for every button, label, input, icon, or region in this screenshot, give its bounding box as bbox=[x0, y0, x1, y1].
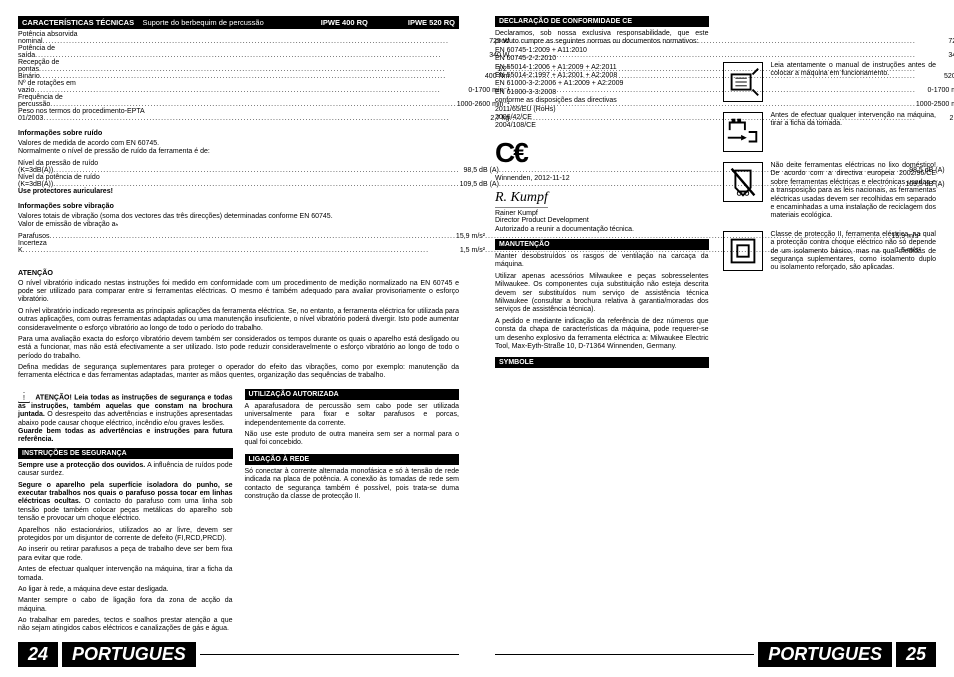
util-item: A aparafusadora de percussão sem cabo po… bbox=[245, 403, 460, 428]
util-bar: UTILIZAÇÃO AUTORIZADA bbox=[245, 389, 460, 400]
sig-auth: Autorizado a reunir a documentação técni… bbox=[495, 226, 709, 233]
noise-intro: Valores de medida de acordo com EN 60745… bbox=[18, 140, 459, 157]
spec-label: Parafusos bbox=[18, 233, 50, 240]
symbol-icon bbox=[723, 112, 763, 152]
sig-location: Winnenden, 2012-11-12 bbox=[495, 175, 709, 183]
page-number-left: 24 bbox=[18, 642, 58, 667]
symbol-text: Antes de efectuar qualquer intervenção n… bbox=[771, 112, 937, 129]
sym-bar: SYMBOLE bbox=[495, 357, 709, 368]
attention-para: O nível vibratório indicado nestas instr… bbox=[18, 280, 459, 305]
man-item: A pedido e mediante indicação da referên… bbox=[495, 318, 709, 352]
decl-bar: DECLARAÇÃO DE CONFORMIDADE CE bbox=[495, 16, 709, 27]
attention-para: O nível vibratório indicado representa a… bbox=[18, 308, 459, 333]
header-subtitle: Suporte do berbequim de percussão bbox=[142, 18, 263, 27]
safety-item: Aparelhos não estacionários, utilizados … bbox=[18, 527, 233, 544]
ce-mark: C€ bbox=[495, 137, 709, 169]
signature: R. Kumpf bbox=[495, 190, 548, 208]
footer-rule bbox=[200, 654, 459, 655]
man-item: Manter desobstruídos os rasgos de ventil… bbox=[495, 253, 709, 270]
safety-item: Ao trabalhar em paredes, tectos e soalho… bbox=[18, 617, 233, 634]
decl-text: Declaramos, sob nossa exclusiva responsa… bbox=[495, 30, 709, 131]
language-left: PORTUGUES bbox=[62, 642, 196, 667]
model-1: IPWE 400 RQ bbox=[321, 18, 368, 27]
header-title: CARACTERÍSTICAS TÉCNICAS bbox=[22, 18, 134, 27]
symbol-row: Antes de efectuar qualquer intervenção n… bbox=[723, 112, 937, 152]
man-bar: MANUTENÇÃO bbox=[495, 239, 709, 250]
footer-rule-r bbox=[495, 654, 754, 655]
safety-item: Manter sempre o cabo de ligação fora da … bbox=[18, 597, 233, 614]
symbol-text: Classe de protecção II, ferramenta eléct… bbox=[771, 231, 937, 273]
safety-item: Ao inserir ou retirar parafusos a peça d… bbox=[18, 546, 233, 563]
man-item: Utilizar apenas acessórios Milwaukee e p… bbox=[495, 273, 709, 315]
lig-bar: LIGAÇÃO À REDE bbox=[245, 454, 460, 465]
safety-bar: INSTRUÇÕES DE SEGURANÇA bbox=[18, 448, 233, 459]
safety-item: Ao ligar à rede, a máquina deve estar de… bbox=[18, 586, 233, 594]
symbol-text: Não deite ferramentas eléctricas no lixo… bbox=[771, 162, 937, 221]
model-2: IPWE 520 RQ bbox=[408, 18, 455, 27]
symbol-icon bbox=[723, 162, 763, 202]
sig-name: Rainer Kumpf bbox=[495, 210, 709, 217]
symbol-row: Leia atentamente o manual de instruções … bbox=[723, 62, 937, 102]
warning-text: O desrespeito das advertências e instruç… bbox=[18, 411, 233, 426]
vib-intro: Valores totais de vibração (soma dos vec… bbox=[18, 213, 459, 230]
lig-item: Só conectar à corrente alternada monofás… bbox=[245, 468, 460, 502]
attention-para: Para uma avaliação exacta do esforço vib… bbox=[18, 336, 459, 361]
safety-item: Antes de efectuar qualquer intervenção n… bbox=[18, 566, 233, 583]
attention-para: Defina medidas de segurança suplementare… bbox=[18, 364, 459, 381]
safety-item: Sempre use a protecção dos ouvidos. A in… bbox=[18, 462, 233, 479]
warning-icon: ! bbox=[18, 392, 30, 403]
util-item: Não use este produto de outra maneira se… bbox=[245, 431, 460, 448]
symbol-icon bbox=[723, 62, 763, 102]
vib-heading: Informações sobre vibração bbox=[18, 201, 459, 210]
symbol-row: Não deite ferramentas eléctricas no lixo… bbox=[723, 162, 937, 221]
symbol-icon bbox=[723, 231, 763, 271]
use-protectors: Use protectores auriculares! bbox=[18, 188, 459, 195]
page-number-right: 25 bbox=[896, 642, 936, 667]
tech-specs-header: CARACTERÍSTICAS TÉCNICAS Suporte do berb… bbox=[18, 16, 459, 29]
language-right: PORTUGUES bbox=[758, 642, 892, 667]
warning-bold2: Guarde bem todas as advertências e instr… bbox=[18, 428, 233, 443]
symbol-row: Classe de protecção II, ferramenta eléct… bbox=[723, 231, 937, 273]
sig-title: Director Product Development bbox=[495, 217, 709, 224]
symbol-text: Leia atentamente o manual de instruções … bbox=[771, 62, 937, 79]
spec-label: Binário bbox=[18, 73, 40, 80]
warning-box: ! ATENÇÃO! Leia todas as instruções de s… bbox=[18, 392, 233, 445]
safety-item: Segure o aparelho pela superfície isolad… bbox=[18, 482, 233, 524]
noise-heading: Informações sobre ruído bbox=[18, 128, 459, 137]
attention-heading: ATENÇÃO bbox=[18, 268, 459, 277]
